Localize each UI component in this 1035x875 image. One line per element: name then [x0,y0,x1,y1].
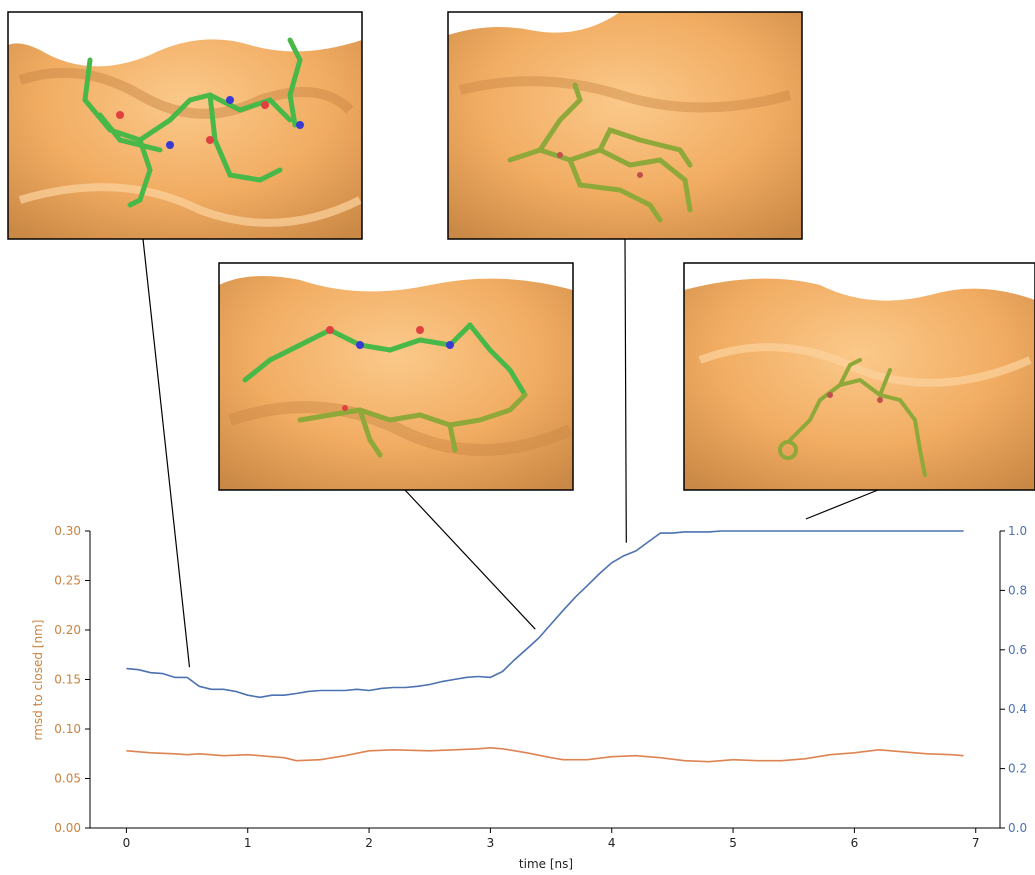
y-left-tick-label: 0.10 [54,722,81,736]
snapshot-1-image [7,11,363,240]
y-right-tick-label: 0.0 [1008,821,1027,835]
x-tick-label: 5 [729,836,737,850]
x-tick-label: 2 [365,836,373,850]
x-axis-label: time [ns] [519,857,573,871]
snapshot-4-callout [805,489,879,520]
y-left-tick-label: 0.15 [54,673,81,687]
y-left-tick-label: 0.00 [54,821,81,835]
x-tick-label: 0 [123,836,131,850]
x-tick-label: 4 [608,836,616,850]
y-left-tick-label: 0.25 [54,574,81,588]
x-tick-label: 1 [244,836,252,850]
y-right-tick-label: 0.6 [1008,643,1027,657]
chart: 0 1 2 3 4 5 6 7 0.00 0.05 0.10 0.15 0.20 0.25 0.30 0.0 0… [31,238,1027,871]
snapshot-1-callout [142,238,191,668]
y-left-tick-label: 0.20 [54,623,81,637]
snapshot-3-image [447,11,803,240]
y-left-tick-label: 0.30 [54,524,81,538]
snapshot-2-image [218,262,574,491]
series-right-line [126,530,964,699]
x-tick-label: 7 [972,836,980,850]
snapshot-3-callout [624,238,627,543]
x-tick-label: 3 [487,836,495,850]
x-tick-label: 6 [851,836,859,850]
y-axis-left-label: rmsd to closed [nm] [31,620,45,741]
series-layer [126,530,964,763]
y-right-tick-label: 0.2 [1008,762,1027,776]
axes: 0 1 2 3 4 5 6 7 0.00 0.05 0.10 0.15 0.20 0.25 0.30 0.0 0… [54,524,1027,850]
y-left-tick-label: 0.05 [54,772,81,786]
snapshot-2-callout [404,489,536,630]
y-right-tick-label: 0.8 [1008,583,1027,597]
series-left-line [126,746,964,763]
snapshot-4-image [683,262,1035,491]
y-right-tick-label: 1.0 [1008,524,1027,538]
callout-lines [142,238,879,668]
y-right-tick-label: 0.4 [1008,702,1027,716]
